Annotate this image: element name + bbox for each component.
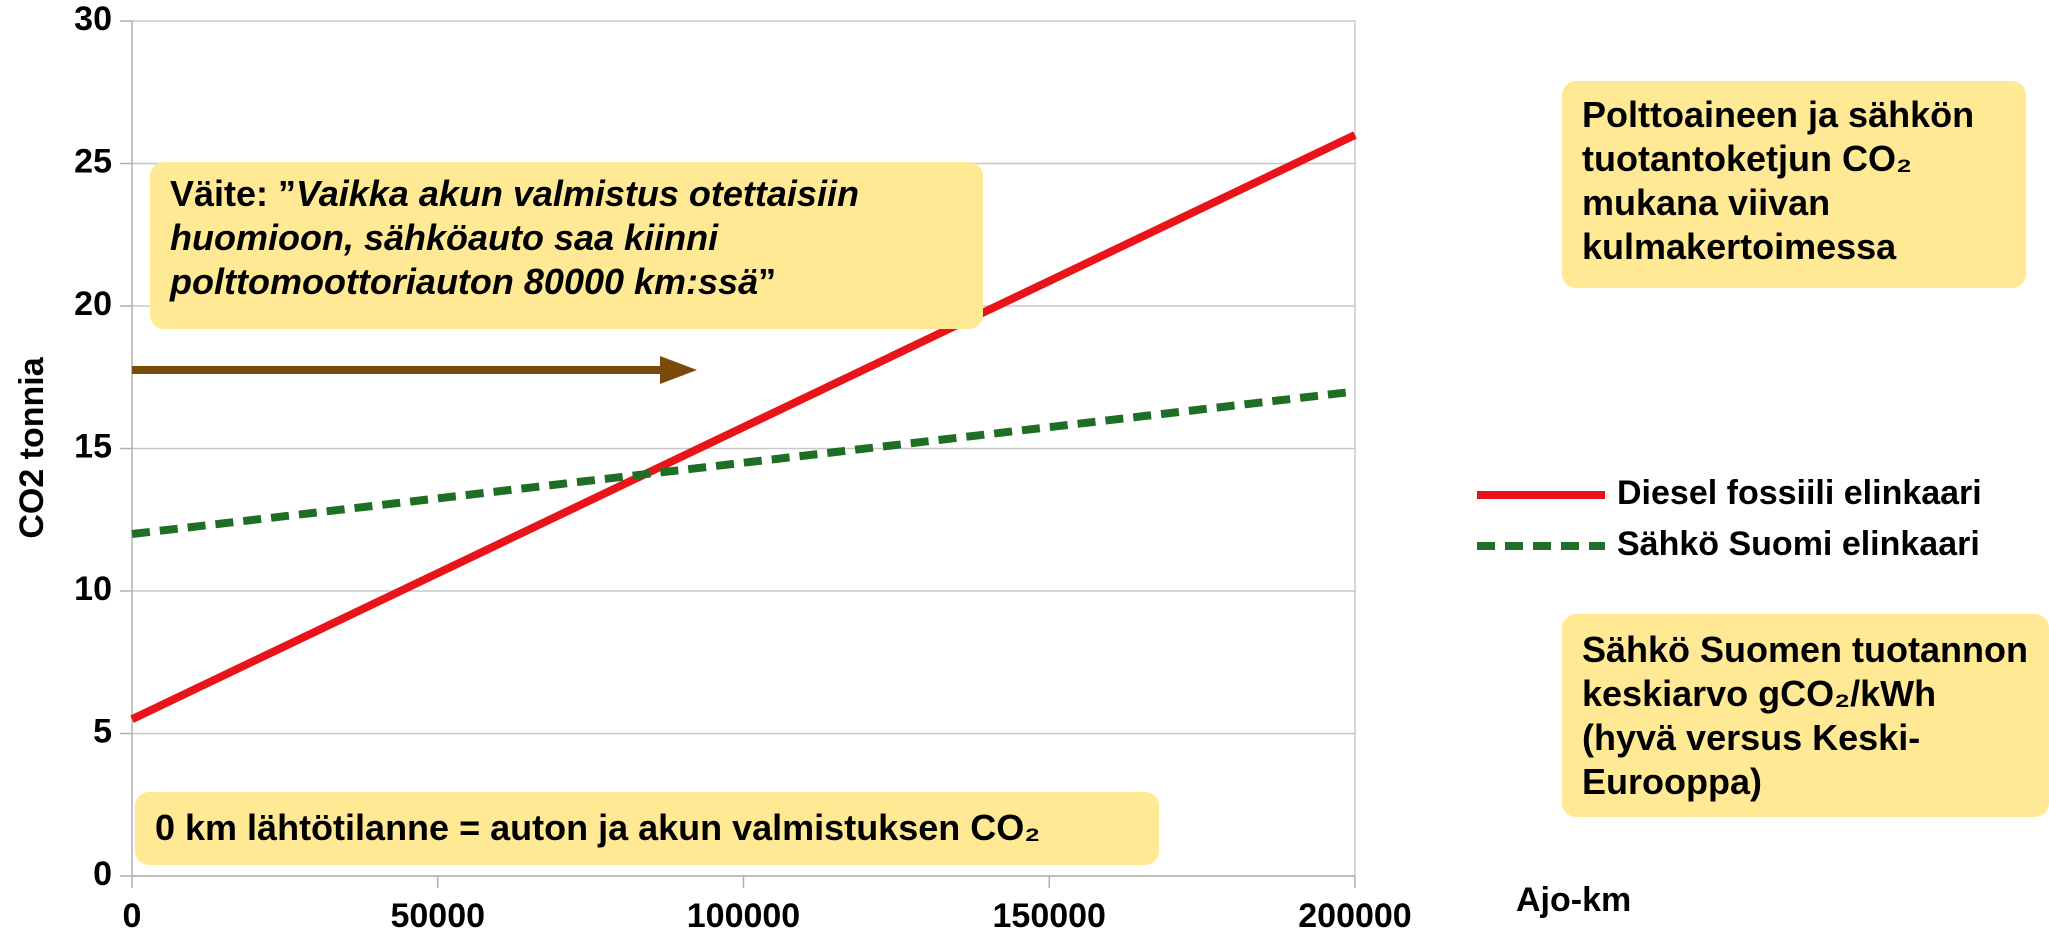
x-axis-label: Ajo-km	[1516, 881, 1631, 919]
x-tick-label: 0	[123, 897, 142, 935]
start-text: 0 km lähtötilanne = auton ja akun valmis…	[155, 807, 1041, 848]
y-axis-label: CO2 tonnia	[13, 356, 51, 538]
x-tick-label: 100000	[687, 897, 800, 935]
start-box: 0 km lähtötilanne = auton ja akun valmis…	[135, 792, 1159, 865]
y-tick-label: 30	[74, 0, 112, 38]
slope-text: Polttoaineen ja sähkön tuotantoketjun CO…	[1582, 94, 1975, 267]
legend-label: Diesel fossiili elinkaari	[1617, 474, 1982, 512]
claim-end: ”	[758, 261, 777, 302]
x-tick-label: 200000	[1298, 897, 1411, 935]
series-line	[130, 131, 1357, 723]
y-tick-label: 20	[74, 285, 112, 323]
y-tick-label: 10	[74, 570, 112, 608]
y-tick-label: 0	[93, 855, 112, 893]
claim-box: Väite: ”Vaikka akun valmistus otettaisii…	[150, 162, 983, 329]
average-text: Sähkö Suomen tuotannon keskiarvo gCO₂/kW…	[1582, 629, 2028, 802]
y-tick-label: 5	[93, 712, 112, 750]
slope-box: Polttoaineen ja sähkön tuotantoketjun CO…	[1562, 81, 2026, 288]
y-tick-label: 15	[74, 427, 112, 465]
claim-lead: Väite: ”	[170, 173, 297, 214]
arrow-head	[660, 356, 697, 384]
claim-quote: Vaikka akun valmistus otettaisiin huomio…	[170, 173, 859, 302]
legend-label: Sähkö Suomi elinkaari	[1617, 525, 1980, 563]
series-line	[131, 387, 1356, 538]
average-box: Sähkö Suomen tuotannon keskiarvo gCO₂/kW…	[1562, 614, 2049, 817]
y-tick-label: 25	[74, 142, 112, 180]
x-tick-label: 50000	[390, 897, 485, 935]
x-tick-label: 150000	[993, 897, 1106, 935]
